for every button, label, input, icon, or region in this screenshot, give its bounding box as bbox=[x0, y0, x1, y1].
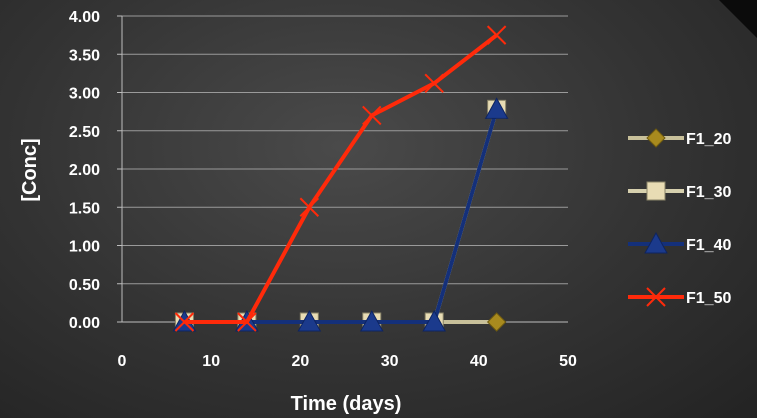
legend-label: F1_20 bbox=[686, 131, 731, 148]
y-tick-label: 0.00 bbox=[69, 315, 100, 332]
series-line bbox=[184, 33, 498, 324]
data-point bbox=[359, 309, 384, 332]
x-tick-label: 40 bbox=[470, 353, 488, 370]
y-tick-label: 2.00 bbox=[69, 162, 100, 179]
x-tick-labels: 0 10 20 30 40 50 bbox=[118, 353, 577, 370]
x-tick-label: 50 bbox=[559, 353, 577, 370]
data-point bbox=[422, 309, 447, 332]
y-tick-label: 0.50 bbox=[69, 277, 100, 294]
y-tick-label: 2.50 bbox=[69, 124, 100, 141]
y-tick-label: 4.00 bbox=[69, 9, 100, 26]
legend-marker bbox=[644, 231, 668, 254]
data-point bbox=[297, 309, 322, 332]
x-tick-label: 20 bbox=[292, 353, 310, 370]
legend-marker bbox=[646, 128, 666, 148]
x-tick-label: 0 bbox=[118, 353, 127, 370]
legend-label: F1_40 bbox=[686, 237, 731, 254]
data-point bbox=[484, 97, 509, 119]
corner-decoration bbox=[719, 0, 757, 38]
data-point bbox=[174, 312, 195, 332]
x-axis-title: Time (days) bbox=[291, 393, 402, 415]
legend-marker bbox=[646, 181, 666, 201]
series-line bbox=[184, 108, 499, 324]
series-line bbox=[184, 108, 499, 324]
y-tick-label: 3.50 bbox=[69, 47, 100, 64]
legend-label: F1_50 bbox=[686, 290, 731, 307]
legend-item[interactable]: F1_40 bbox=[628, 231, 731, 254]
data-point bbox=[299, 197, 320, 217]
y-axis-title: [Conc] bbox=[19, 138, 41, 201]
data-point bbox=[237, 312, 257, 332]
legend[interactable]: F1_20 F1_30 F1_40 F1_50 bbox=[628, 128, 731, 307]
legend-item[interactable]: F1_50 bbox=[628, 287, 731, 307]
data-point bbox=[424, 73, 444, 94]
y-tick-label: 3.00 bbox=[69, 86, 100, 103]
y-tick-labels: 0.00 0.50 1.00 1.50 2.00 2.50 3.00 3.50 4.00 bbox=[69, 9, 100, 332]
y-tick-label: 1.50 bbox=[69, 200, 100, 217]
series-F1_40 bbox=[172, 97, 509, 332]
y-tick-label: 1.00 bbox=[69, 239, 100, 256]
data-point bbox=[362, 105, 382, 126]
x-tick-label: 10 bbox=[202, 353, 220, 370]
legend-item[interactable]: F1_30 bbox=[628, 181, 731, 201]
grid-lines bbox=[122, 15, 568, 323]
data-point bbox=[486, 312, 507, 332]
series-group bbox=[172, 25, 509, 332]
data-point bbox=[486, 25, 507, 45]
legend-label: F1_30 bbox=[686, 184, 731, 201]
series-F1_50 bbox=[174, 25, 507, 332]
legend-item[interactable]: F1_20 bbox=[628, 128, 731, 148]
series-F1_30 bbox=[174, 99, 507, 332]
legend-marker bbox=[646, 287, 666, 307]
x-tick-label: 30 bbox=[381, 353, 399, 370]
